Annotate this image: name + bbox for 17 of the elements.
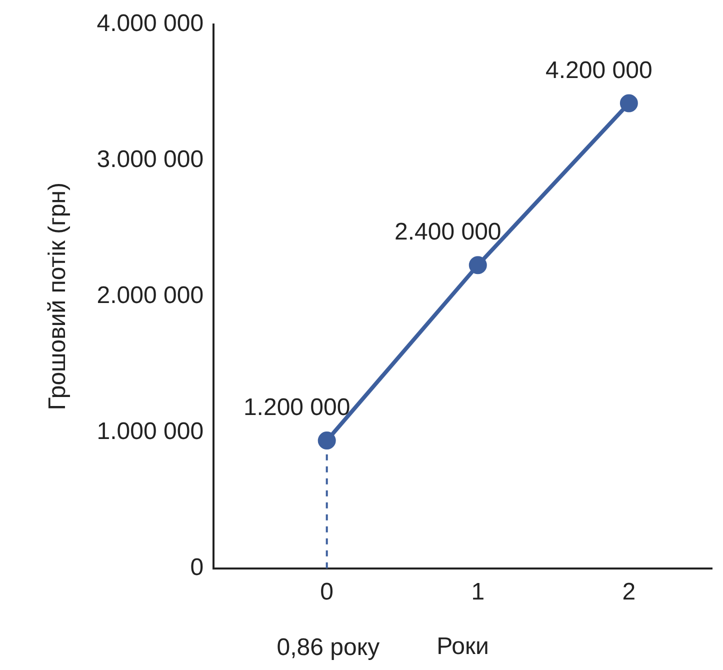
point — [468, 256, 487, 274]
y-axis-title: Грошовий потік (грн) — [44, 182, 72, 410]
x-tick-label: 0 — [320, 578, 334, 606]
y-tick-label: 0 — [190, 554, 204, 582]
x-axis-title: Роки — [436, 633, 489, 660]
point — [318, 432, 336, 450]
annotation: 2.400 000 — [394, 218, 502, 246]
annotation: 1.200 000 — [243, 394, 350, 422]
y-tick-label: 4.000 000 — [96, 10, 204, 38]
x-tick-label: 1 — [471, 578, 485, 606]
y-tick-label: 1.000 000 — [96, 418, 204, 446]
point — [620, 94, 638, 112]
annotation: 4.200 000 — [546, 56, 652, 84]
text: 0,86 року — [276, 634, 380, 662]
y-tick-label: 3.000 000 — [96, 146, 204, 174]
y-tick-label: 2.000 000 — [96, 282, 204, 310]
x-tick-label: 2 — [622, 578, 636, 606]
